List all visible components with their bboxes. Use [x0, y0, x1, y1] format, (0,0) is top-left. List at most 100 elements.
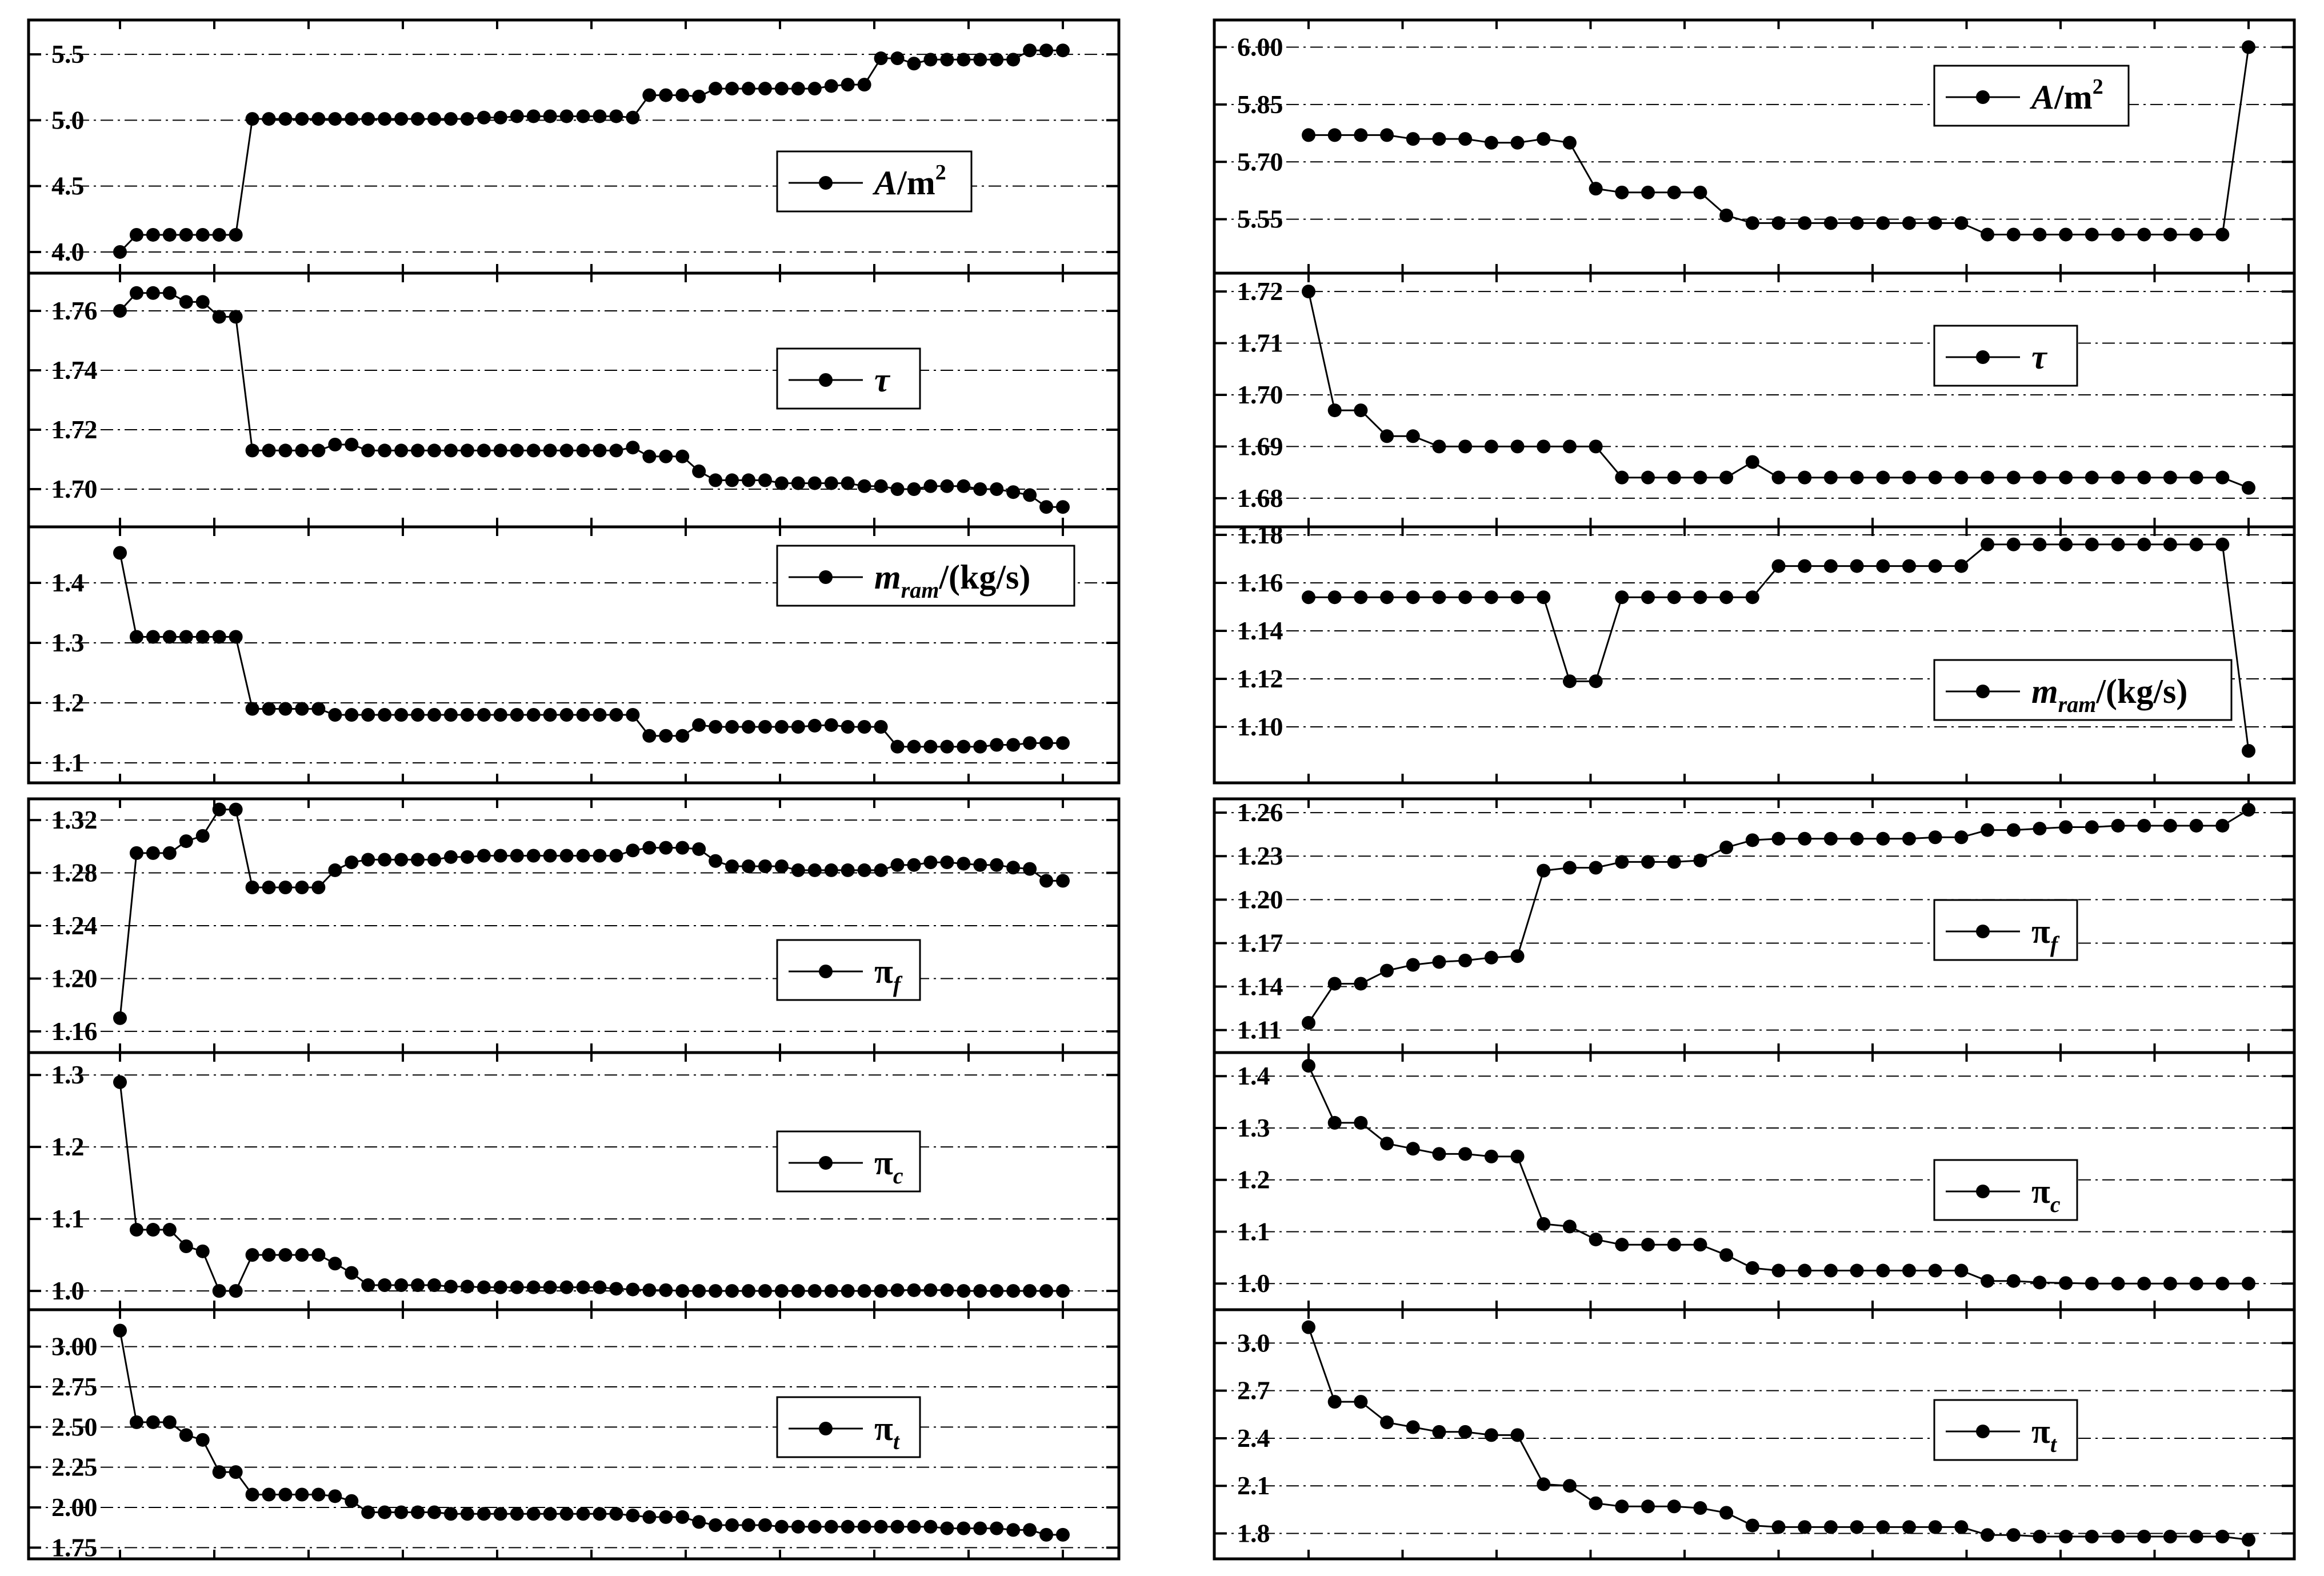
legend-marker	[1976, 90, 1990, 104]
y-tick-label: 1.26	[1237, 798, 1283, 827]
data-point	[311, 702, 326, 716]
data-point	[477, 443, 491, 458]
data-point	[1006, 53, 1021, 67]
data-point	[990, 858, 1004, 872]
legend-2: τ	[1933, 325, 2078, 387]
y-tick-label: 1.16	[1237, 568, 1283, 597]
data-point	[1641, 1499, 1655, 1514]
data-point	[129, 227, 143, 242]
data-point	[510, 1507, 524, 1521]
data-point	[411, 112, 425, 126]
data-point	[1406, 429, 1420, 443]
data-point	[113, 546, 127, 560]
data-point	[1589, 182, 1603, 196]
data-point	[146, 1223, 160, 1237]
y-tick-label: 1.0	[1237, 1269, 1270, 1298]
chart-group-left-bottom: 1.161.201.241.281.32πf1.01.11.21.3πc1.75…	[27, 797, 1121, 1562]
data-point	[576, 708, 590, 722]
data-point	[129, 630, 143, 644]
data-point	[559, 1507, 574, 1521]
data-point	[1902, 470, 1916, 485]
data-point	[543, 1507, 557, 1521]
data-point	[1484, 590, 1498, 605]
data-point	[1562, 439, 1577, 454]
data-point	[345, 438, 359, 451]
y-tick-label: 1.1	[51, 748, 85, 777]
data-point	[1302, 1015, 1315, 1030]
legend-1: πf	[1933, 899, 2078, 961]
data-point	[593, 1507, 607, 1521]
data-point	[345, 708, 359, 722]
data-point	[1876, 470, 1890, 485]
panel-2: 1.0 1.1 1.2 1.3 πc	[29, 1051, 1119, 1310]
data-point	[1380, 429, 1394, 443]
data-point	[1458, 439, 1473, 454]
y-tick-label: 1.20	[1237, 885, 1283, 914]
data-point	[328, 708, 342, 722]
data-point	[2242, 1277, 2255, 1291]
data-point	[593, 109, 607, 123]
data-point	[1928, 1520, 1942, 1534]
data-point	[1039, 43, 1054, 58]
data-point	[742, 720, 755, 734]
data-point	[1902, 831, 1916, 846]
data-point	[162, 1415, 177, 1429]
y-tick-label: 4.0	[51, 237, 85, 266]
data-point	[807, 718, 822, 733]
y-tick-label: 5.55	[1237, 205, 1283, 234]
data-point	[1798, 470, 1812, 485]
legend-box	[1933, 899, 2078, 961]
data-point	[526, 443, 541, 458]
legend-2: τ	[776, 347, 921, 410]
legend-label-subscript: f	[893, 971, 903, 997]
data-point	[2189, 470, 2203, 485]
data-point	[1798, 559, 1812, 573]
y-tick-label: 1.20	[51, 963, 98, 993]
data-point	[262, 112, 276, 126]
data-point	[1056, 500, 1070, 514]
data-point	[394, 1505, 409, 1519]
y-tick-label: 1.32	[51, 805, 98, 834]
data-point	[642, 1283, 657, 1297]
data-point	[576, 1507, 590, 1521]
data-point	[460, 112, 474, 126]
data-point	[841, 1284, 855, 1298]
y-tick-label: 1.1	[1237, 1217, 1270, 1246]
data-point	[1039, 1284, 1054, 1298]
data-point	[1850, 470, 1864, 485]
data-point	[1798, 831, 1812, 846]
data-point	[1562, 135, 1577, 150]
data-point	[923, 1283, 938, 1297]
legend-3: πt	[1933, 1399, 2078, 1461]
data-point	[807, 476, 822, 490]
legend-marker	[819, 1422, 833, 1435]
data-point	[957, 479, 971, 493]
data-point	[179, 630, 193, 644]
legend-1: A/m2	[1933, 65, 2130, 127]
legend-label-subscript: ram	[2058, 691, 2097, 717]
data-point	[1771, 831, 1786, 846]
legend-label-subscript: ram	[901, 577, 939, 603]
data-point	[1380, 1137, 1394, 1151]
data-point	[973, 482, 987, 496]
data-point	[212, 310, 226, 324]
data-point	[1006, 1523, 1021, 1537]
data-point	[1876, 831, 1890, 846]
data-point	[328, 438, 342, 451]
data-point	[1693, 185, 1707, 199]
data-point	[477, 110, 491, 125]
data-point	[2189, 818, 2203, 833]
data-point	[1406, 1420, 1420, 1434]
data-point	[791, 720, 805, 734]
data-point	[1380, 590, 1394, 605]
data-point	[2137, 227, 2151, 242]
data-point	[245, 702, 259, 716]
y-tick-label: 1.14	[1237, 616, 1283, 645]
data-point	[923, 53, 938, 67]
y-tick-label: 1.3	[1237, 1113, 1270, 1142]
data-point	[1719, 590, 1734, 605]
data-point	[923, 1519, 938, 1534]
data-point	[1589, 861, 1603, 875]
data-point	[378, 1278, 392, 1293]
legend-box	[1933, 1159, 2078, 1221]
